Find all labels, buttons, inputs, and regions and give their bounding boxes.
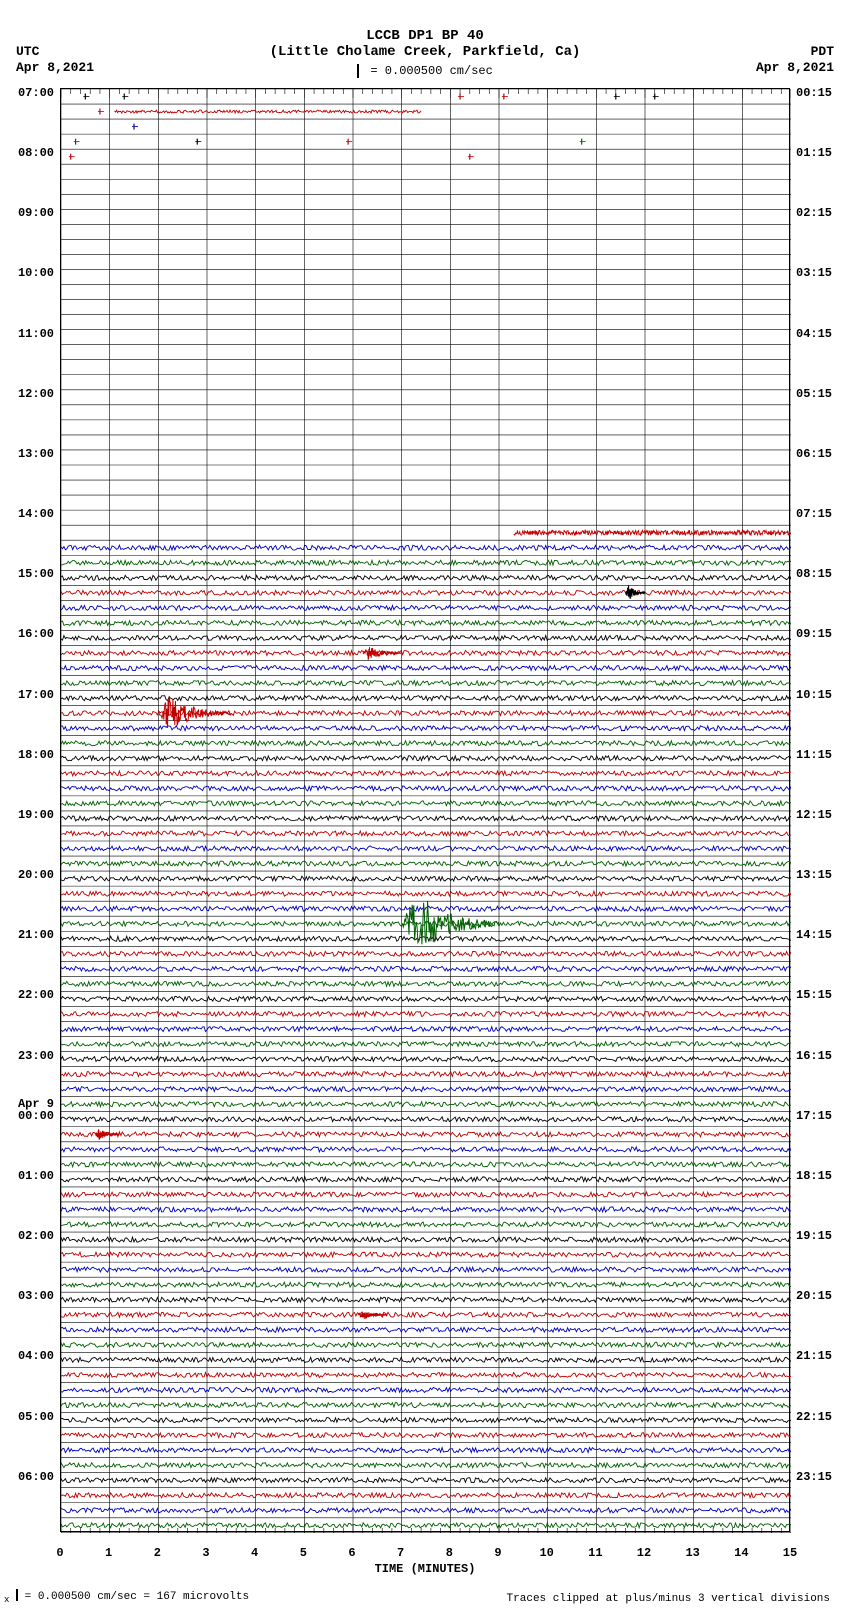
hour-label: 02:15 [796, 206, 832, 220]
hour-label: 03:00 [18, 1289, 54, 1303]
hour-label: 09:00 [18, 206, 54, 220]
x-tick-label: 9 [494, 1546, 501, 1560]
hour-label: 00:15 [796, 86, 832, 100]
hour-label: 14:00 [18, 507, 54, 521]
hour-label: 04:15 [796, 327, 832, 341]
x-tick-label: 8 [446, 1546, 453, 1560]
hour-label: 19:15 [796, 1229, 832, 1243]
hour-label: 23:15 [796, 1470, 832, 1484]
hour-label: 05:15 [796, 387, 832, 401]
scale-bar-icon [357, 64, 359, 78]
chart-title-line1: LCCB DP1 BP 40 [0, 28, 850, 44]
x-tick-label: 4 [251, 1546, 258, 1560]
hour-label: 08:00 [18, 146, 54, 160]
footer-left: x = 0.000500 cm/sec = 167 microvolts [4, 1590, 249, 1605]
x-tick-label: 1 [105, 1546, 112, 1560]
hour-label: 15:00 [18, 567, 54, 581]
x-tick-label: 2 [154, 1546, 161, 1560]
hour-label: 06:00 [18, 1470, 54, 1484]
hour-label: 17:15 [796, 1109, 832, 1123]
right-hour-labels: 00:15 01:15 02:15 03:15 04:15 05:15 06:15 07:15… [792, 88, 850, 1532]
hour-label: 01:00 [18, 1169, 54, 1183]
hour-label: 21:00 [18, 928, 54, 942]
x-tick-label: 6 [348, 1546, 355, 1560]
hour-label: 13:00 [18, 447, 54, 461]
hour-label: 17:00 [18, 688, 54, 702]
hour-label: 06:15 [796, 447, 832, 461]
hour-label: 19:00 [18, 808, 54, 822]
scale-note: = 0.000500 cm/sec [0, 64, 850, 78]
hour-label: 10:00 [18, 266, 54, 280]
hour-label: 01:15 [796, 146, 832, 160]
left-hour-labels: 07:00 08:00 09:00 10:00 11:00 12:00 13:00 14:00… [0, 88, 58, 1532]
hour-label: 12:00 [18, 387, 54, 401]
hour-label: 16:15 [796, 1049, 832, 1063]
x-tick-label: 10 [539, 1546, 553, 1560]
hour-label: 22:00 [18, 988, 54, 1002]
hour-label: 18:15 [796, 1169, 832, 1183]
footer-scale-bar-icon [16, 1589, 18, 1601]
x-tick-label: 13 [685, 1546, 699, 1560]
timezone-left: UTC [16, 44, 39, 59]
hour-label: 02:00 [18, 1229, 54, 1243]
x-tick-label: 11 [588, 1546, 602, 1560]
hour-label: 09:15 [796, 627, 832, 641]
hour-label: 05:00 [18, 1410, 54, 1424]
hour-label: 16:00 [18, 627, 54, 641]
date-left: Apr 8,2021 [16, 60, 94, 75]
x-tick-label: 14 [734, 1546, 748, 1560]
x-tick-label: 7 [397, 1546, 404, 1560]
hour-label: 07:00 [18, 86, 54, 100]
x-axis-title: TIME (MINUTES) [60, 1562, 790, 1576]
hour-label: 15:15 [796, 988, 832, 1002]
x-axis: TIME (MINUTES) 0123456789101112131415 [60, 1532, 790, 1582]
hour-label: 11:15 [796, 748, 832, 762]
x-tick-label: 0 [56, 1546, 63, 1560]
footer-right: Traces clipped at plus/minus 3 vertical … [507, 1593, 830, 1605]
hour-label: 22:15 [796, 1410, 832, 1424]
hour-label: 00:00 [18, 1109, 54, 1123]
hour-label: 07:15 [796, 507, 832, 521]
x-tick-label: 5 [300, 1546, 307, 1560]
seismogram-plot [60, 88, 790, 1532]
hour-label: 12:15 [796, 808, 832, 822]
hour-label: 21:15 [796, 1349, 832, 1363]
hour-label: 03:15 [796, 266, 832, 280]
hour-label: 08:15 [796, 567, 832, 581]
x-tick-label: 12 [637, 1546, 651, 1560]
hour-label: 23:00 [18, 1049, 54, 1063]
timezone-right: PDT [811, 44, 834, 59]
hour-label: 04:00 [18, 1349, 54, 1363]
hour-label: 18:00 [18, 748, 54, 762]
hour-label: 20:15 [796, 1289, 832, 1303]
hour-label: 11:00 [18, 327, 54, 341]
x-tick-label: 15 [783, 1546, 797, 1560]
date-right: Apr 8,2021 [756, 60, 834, 75]
hour-label: 20:00 [18, 868, 54, 882]
hour-label: 10:15 [796, 688, 832, 702]
x-tick-label: 3 [202, 1546, 209, 1560]
hour-label: 13:15 [796, 868, 832, 882]
hour-label: 14:15 [796, 928, 832, 942]
chart-title-line2: (Little Cholame Creek, Parkfield, Ca) [0, 44, 850, 60]
